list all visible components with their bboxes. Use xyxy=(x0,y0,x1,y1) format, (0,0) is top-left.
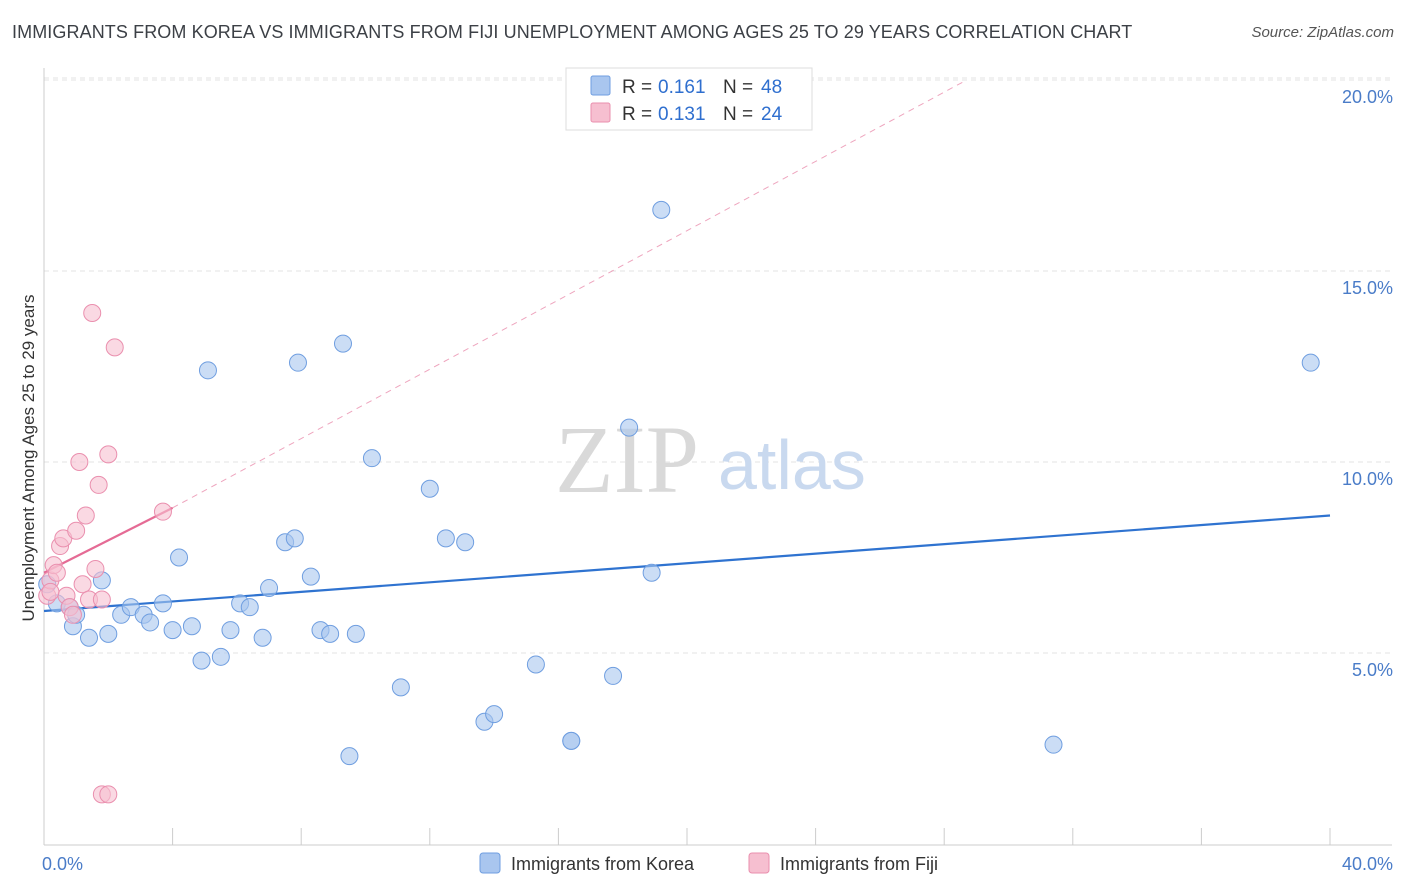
fiji-point xyxy=(105,338,124,357)
bottom-legend-korea-label: Immigrants from Korea xyxy=(511,854,695,874)
korea-point xyxy=(80,628,99,647)
korea-point xyxy=(346,624,365,643)
korea-point xyxy=(340,747,359,766)
korea-point xyxy=(1301,353,1320,372)
legend-fiji-swatch xyxy=(590,102,611,123)
fiji-point xyxy=(89,475,108,494)
gridlines xyxy=(44,77,1392,654)
fiji-point xyxy=(76,506,95,525)
fiji-point xyxy=(41,582,60,601)
y-axis-label: Unemployment Among Ages 25 to 29 years xyxy=(19,295,38,622)
fiji-point xyxy=(86,559,105,578)
fiji-point xyxy=(99,445,118,464)
fiji-point xyxy=(63,605,82,624)
fiji-point xyxy=(153,502,172,521)
korea-point xyxy=(562,731,581,750)
korea-point xyxy=(288,353,307,372)
fiji-point xyxy=(70,453,89,471)
trendlines xyxy=(43,79,1331,613)
fiji-point xyxy=(47,563,66,582)
source-label: Source: ZipAtlas.com xyxy=(1251,24,1394,41)
x-tick-min: 0.0% xyxy=(42,854,83,874)
korea-point xyxy=(240,598,259,617)
korea-point xyxy=(333,334,352,353)
korea-point xyxy=(253,628,272,647)
korea-point xyxy=(301,567,320,586)
fiji-point xyxy=(73,575,92,594)
y-tick-label: 15.0% xyxy=(1342,278,1393,298)
korea-point xyxy=(526,655,545,674)
legend-korea-swatch xyxy=(590,75,611,96)
fiji-point xyxy=(99,785,118,804)
stats-legend: R = 0.161 N = 48 R = 0.131 N = 24 xyxy=(565,67,813,131)
korea-point xyxy=(153,594,172,613)
legend-fiji-r-value: 0.131 xyxy=(658,104,706,125)
fiji-trend-extension xyxy=(172,79,967,509)
y-tick-label: 10.0% xyxy=(1342,469,1393,489)
korea-point xyxy=(211,647,230,666)
korea-point xyxy=(485,705,504,724)
axes xyxy=(43,68,1392,846)
bottom-legend-fiji-label: Immigrants from Fiji xyxy=(780,854,938,874)
bottom-legend-korea-swatch xyxy=(479,852,501,874)
korea-point xyxy=(221,621,240,640)
fiji-point xyxy=(92,590,111,609)
fiji-trendline xyxy=(43,506,174,574)
korea-point xyxy=(604,666,623,685)
korea-point xyxy=(182,617,201,636)
y-tick-label: 20.0% xyxy=(1342,87,1393,107)
y-tick-label: 5.0% xyxy=(1352,660,1393,680)
legend-fiji-n-value: 24 xyxy=(761,104,783,125)
korea-point xyxy=(436,529,455,548)
korea-point xyxy=(198,361,217,380)
korea-point xyxy=(642,563,661,582)
korea-point xyxy=(99,624,118,643)
korea-point xyxy=(285,529,304,548)
legend-korea-r-label: R = xyxy=(622,77,652,98)
korea-point xyxy=(192,651,211,670)
korea-point xyxy=(652,200,671,219)
fiji-point xyxy=(67,521,86,540)
bottom-legend-fiji-swatch xyxy=(748,852,770,874)
legend-korea-r-value: 0.161 xyxy=(658,77,706,98)
korea-point xyxy=(260,579,279,598)
korea-point xyxy=(170,548,189,567)
legend-korea-n-label: N = xyxy=(723,77,753,98)
korea-point xyxy=(391,678,410,697)
korea-point xyxy=(420,479,439,498)
data-points xyxy=(38,200,1320,804)
korea-point xyxy=(362,449,381,468)
legend-fiji-n-label: N = xyxy=(723,104,753,125)
legend-fiji-r-label: R = xyxy=(622,104,652,125)
korea-point xyxy=(456,533,475,552)
korea-point xyxy=(1044,735,1063,754)
korea-point xyxy=(141,613,160,632)
chart-title: IMMIGRANTS FROM KOREA VS IMMIGRANTS FROM… xyxy=(12,22,1133,42)
korea-point xyxy=(163,621,182,640)
series-legend: Immigrants from Korea Immigrants from Fi… xyxy=(479,852,938,874)
legend-korea-n-value: 48 xyxy=(761,77,782,98)
y-tick-labels: 5.0% 10.0% 15.0% 20.0% xyxy=(1342,87,1393,680)
watermark-atlas: atlas xyxy=(718,426,866,504)
korea-trendline xyxy=(43,514,1331,613)
korea-point xyxy=(321,624,340,643)
korea-point xyxy=(620,418,639,437)
x-tick-max: 40.0% xyxy=(1342,854,1393,874)
fiji-point xyxy=(83,304,102,323)
